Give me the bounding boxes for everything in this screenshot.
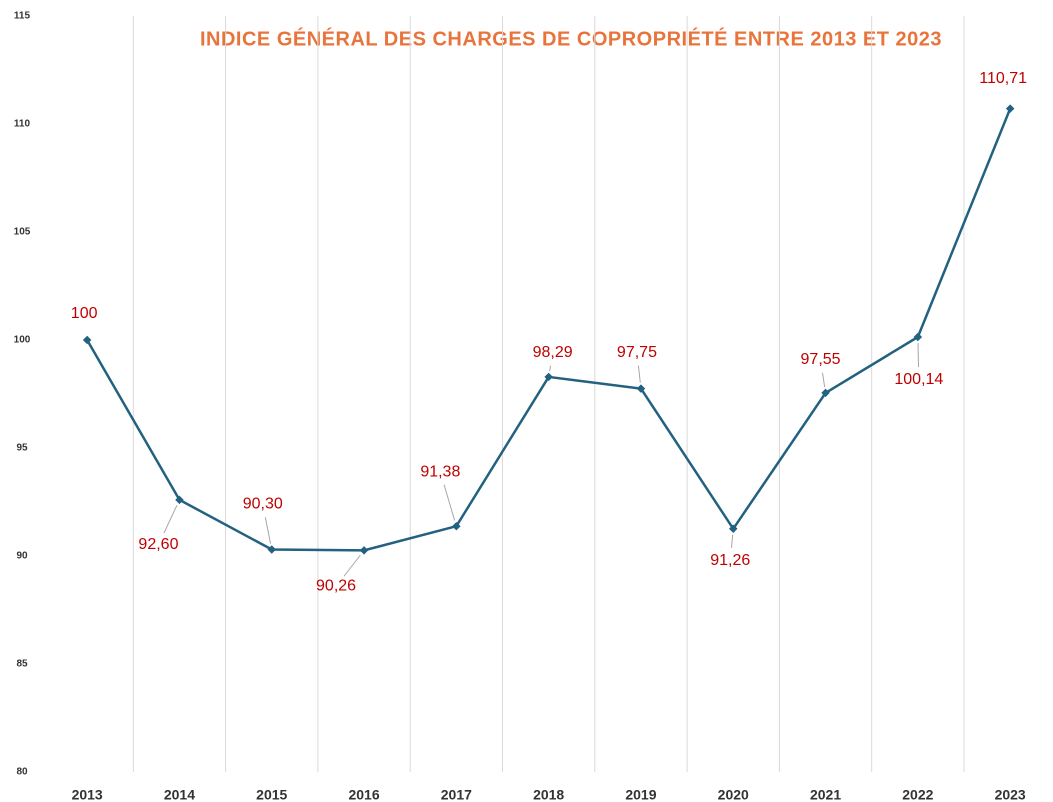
y-tick-label: 100 — [14, 335, 31, 346]
leader-line — [443, 484, 456, 521]
data-point — [267, 545, 276, 554]
leader-line — [822, 372, 826, 388]
y-tick-label: 110 — [14, 119, 31, 130]
x-tick-label: 2015 — [256, 787, 287, 802]
data-label: 91,38 — [420, 463, 460, 480]
data-label: 100,14 — [894, 371, 943, 388]
data-label: 97,55 — [801, 351, 841, 368]
x-tick-label: 2014 — [164, 787, 195, 802]
leader-line — [264, 517, 272, 544]
leader-line — [917, 342, 920, 367]
data-point — [636, 384, 646, 393]
x-tick-label: 2018 — [533, 787, 564, 802]
data-label: 91,26 — [710, 552, 750, 569]
leader-line — [163, 505, 178, 534]
chart-title: INDICE GÉNÉRAL DES CHARGES DE COPROPRIÉT… — [200, 27, 942, 50]
y-tick-label: 105 — [14, 227, 31, 238]
y-tick-label: 95 — [16, 443, 28, 454]
data-point — [82, 335, 92, 345]
y-tick-label: 85 — [16, 659, 28, 670]
x-tick-label: 2023 — [995, 787, 1026, 802]
data-label: 92,60 — [138, 536, 178, 553]
leader-line — [549, 365, 552, 372]
data-point — [359, 546, 369, 555]
leader-line — [637, 365, 641, 383]
leader-line — [730, 534, 734, 548]
data-label: 110,71 — [979, 70, 1027, 87]
data-point — [452, 521, 461, 531]
data-point — [729, 524, 738, 534]
data-point — [821, 388, 830, 398]
y-tick-label: 115 — [14, 11, 31, 22]
x-tick-label: 2019 — [625, 787, 656, 802]
data-point — [175, 495, 184, 505]
x-tick-label: 2021 — [810, 787, 841, 802]
y-tick-label: 90 — [16, 551, 28, 562]
data-point — [1005, 104, 1015, 113]
data-label: 90,26 — [316, 578, 356, 595]
y-tick-label: 80 — [16, 767, 28, 778]
x-tick-label: 2016 — [348, 787, 379, 802]
data-point — [544, 372, 553, 382]
x-tick-label: 2022 — [902, 787, 933, 802]
x-tick-label: 2013 — [72, 787, 103, 802]
data-point — [913, 332, 923, 342]
data-label: 98,29 — [533, 344, 573, 361]
data-label: 100 — [71, 305, 98, 322]
x-tick-label: 2017 — [441, 787, 472, 802]
leader-line — [343, 554, 361, 577]
data-label: 97,75 — [617, 344, 657, 361]
x-tick-label: 2020 — [718, 787, 749, 802]
data-label: 90,30 — [243, 496, 283, 513]
